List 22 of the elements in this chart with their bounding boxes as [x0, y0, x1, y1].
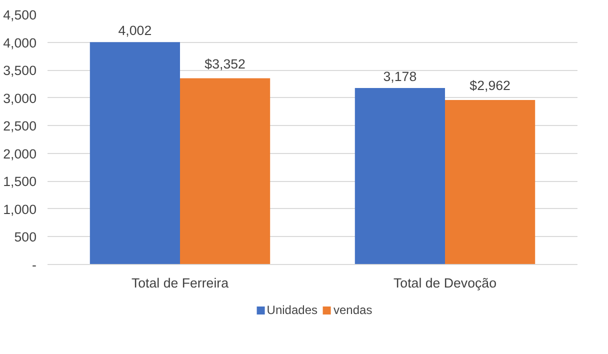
- y-tick-label: 2,000: [3, 146, 37, 162]
- y-tick-label: 500: [14, 230, 37, 245]
- y-tick-label: 3,500: [3, 63, 37, 78]
- y-tick-label: 4,000: [3, 35, 37, 50]
- x-tick-label: Total de Devoção: [394, 276, 497, 290]
- y-tick-label: 1,500: [3, 174, 37, 190]
- data-label: 4,002: [118, 23, 152, 38]
- data-label: $2,962: [470, 78, 510, 93]
- data-label: $3,352: [204, 56, 246, 72]
- y-tick-label: 3,000: [3, 90, 37, 106]
- bar: [90, 42, 180, 264]
- data-label: 3,178: [383, 68, 417, 84]
- y-tick-label: 1,000: [3, 202, 37, 217]
- bar: [180, 78, 270, 264]
- y-tick-label: 4,500: [3, 8, 37, 22]
- y-tick-label: -: [32, 258, 37, 272]
- bar: [445, 100, 536, 264]
- x-tick-label: Total de Ferreira: [131, 276, 230, 290]
- legend-label: Unidades: [266, 303, 318, 317]
- y-tick-label: 2,500: [3, 118, 37, 134]
- bar: [354, 88, 445, 264]
- legend-label: vendas: [334, 303, 372, 317]
